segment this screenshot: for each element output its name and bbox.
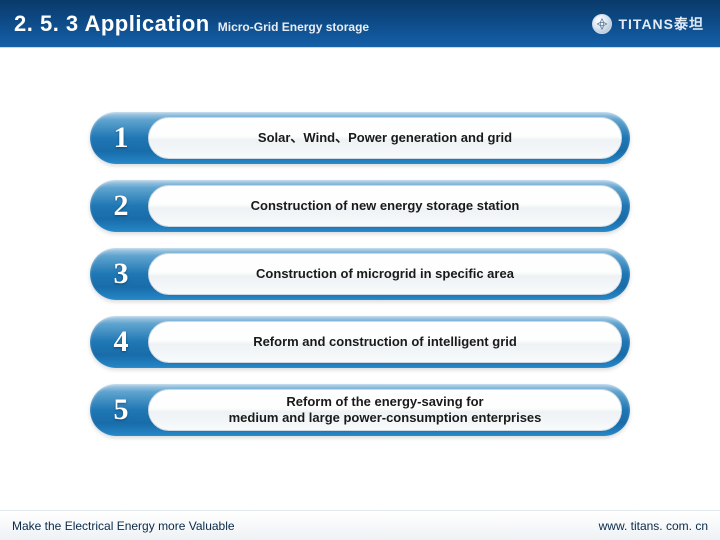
item-label-container: Solar、Wind、Power generation and grid [148,117,622,159]
list-item: 1 Solar、Wind、Power generation and grid [90,112,630,164]
item-number: 3 [94,257,148,291]
item-number: 1 [94,121,148,155]
application-list: 1 Solar、Wind、Power generation and grid 2… [0,48,720,510]
footer-tagline: Make the Electrical Energy more Valuable [12,519,235,533]
brand: TITANS泰坦 [592,14,704,34]
brand-logo-icon [592,14,612,34]
footer-url: www. titans. com. cn [599,519,708,533]
item-label-container: Reform and construction of intelligent g… [148,321,622,363]
list-item: 4 Reform and construction of intelligent… [90,316,630,368]
item-number: 4 [94,325,148,359]
slide-footer: Make the Electrical Energy more Valuable… [0,510,720,540]
item-label: Reform and construction of intelligent g… [253,334,517,350]
item-number: 5 [94,393,148,427]
item-label: Solar、Wind、Power generation and grid [258,130,512,146]
item-label-container: Reform of the energy-saving formedium an… [148,389,622,431]
item-label-container: Construction of new energy storage stati… [148,185,622,227]
slide-title: 2. 5. 3 Application [14,11,210,37]
slide-subtitle: Micro-Grid Energy storage [218,20,369,34]
list-item: 5 Reform of the energy-saving formedium … [90,384,630,436]
brand-text: TITANS泰坦 [618,14,704,34]
item-label: Construction of new energy storage stati… [251,198,520,214]
slide-header: 2. 5. 3 Application Micro-Grid Energy st… [0,0,720,48]
item-label-container: Construction of microgrid in specific ar… [148,253,622,295]
item-label: Construction of microgrid in specific ar… [256,266,514,282]
list-item: 2 Construction of new energy storage sta… [90,180,630,232]
list-item: 3 Construction of microgrid in specific … [90,248,630,300]
item-number: 2 [94,189,148,223]
title-group: 2. 5. 3 Application Micro-Grid Energy st… [14,11,369,37]
item-label: Reform of the energy-saving formedium an… [229,394,542,427]
